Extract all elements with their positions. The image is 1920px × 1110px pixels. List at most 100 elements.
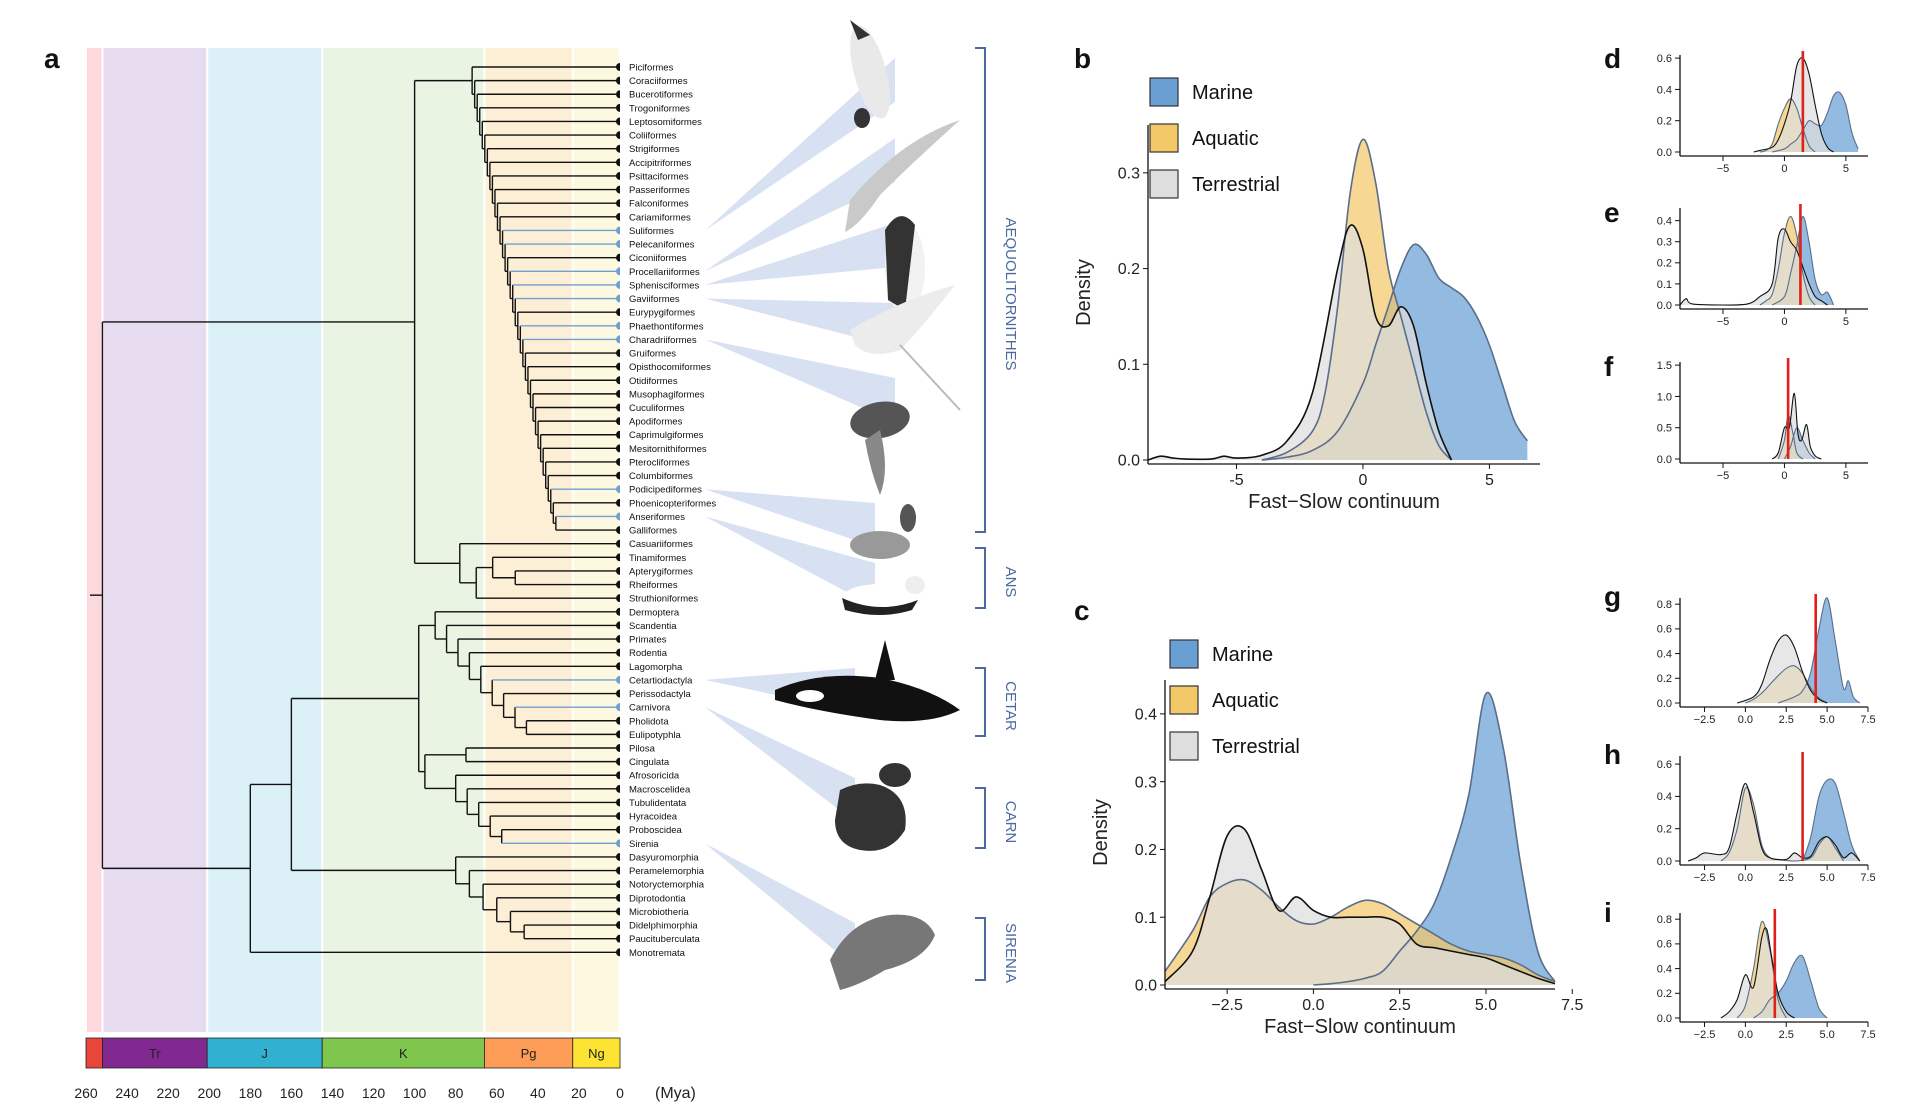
tip-marker xyxy=(616,485,620,494)
y-tick-label: 0.2 xyxy=(1657,116,1672,128)
y-tick-label: 0.8 xyxy=(1657,599,1672,611)
y-tick-label: 0.2 xyxy=(1135,842,1157,859)
gannet-head xyxy=(854,108,870,128)
x-tick-label: 5.0 xyxy=(1819,714,1834,726)
x-tick-label: 5.0 xyxy=(1819,1029,1834,1041)
y-tick-label: 0.1 xyxy=(1657,279,1672,291)
tip-marker xyxy=(616,512,620,521)
x-tick-label: 0.0 xyxy=(1738,1029,1753,1041)
period-label: Ng xyxy=(588,1046,605,1061)
clade-bracket xyxy=(975,917,986,981)
tip-marker xyxy=(616,825,620,834)
x-tick-label: 0 xyxy=(1781,163,1787,175)
chart-f: −5 0 5 0.0 0.5 1.0 1.5 xyxy=(1657,358,1868,482)
period-band-J xyxy=(208,48,322,1032)
tip-marker xyxy=(616,240,620,249)
tip-marker xyxy=(616,744,620,752)
tip-label: Cetartiodactyla xyxy=(629,675,693,686)
tip-marker xyxy=(616,131,620,140)
tip-marker xyxy=(616,703,620,712)
highlight-fan xyxy=(705,298,895,347)
tip-label: Leptosomiformes xyxy=(629,117,702,128)
tip-label: Tubulidentata xyxy=(629,798,687,809)
tip-label: Otidiformes xyxy=(629,376,678,387)
x-tick-label: 2.5 xyxy=(1779,1029,1794,1041)
period-box-Ng xyxy=(572,1037,621,1069)
tip-label: Strigiformes xyxy=(629,144,680,155)
highlight-fan xyxy=(705,223,895,285)
density-line-terrestrial xyxy=(1753,57,1834,153)
tip-label: Tinamiformes xyxy=(629,553,686,564)
tip-marker xyxy=(616,784,620,793)
tip-marker xyxy=(616,471,620,480)
density-line-marine xyxy=(1753,954,1828,1019)
x-tick-label: 7.5 xyxy=(1860,1029,1875,1041)
tip-marker xyxy=(616,335,620,344)
density-line-terrestrial xyxy=(1737,634,1828,704)
tip-marker xyxy=(616,389,620,398)
tip-marker xyxy=(616,526,620,535)
density-line-terrestrial xyxy=(1679,228,1828,306)
tip-label: Peramelemorphia xyxy=(629,866,705,877)
tip-label: Falconiformes xyxy=(629,199,689,210)
chart-e: −5 0 5 0.0 0.1 0.2 0.3 0.4 xyxy=(1657,204,1868,328)
gannet-silhouette xyxy=(850,25,890,119)
legend-label-marine: Marine xyxy=(1212,644,1273,666)
tip-label: Sirenia xyxy=(629,839,659,850)
tip-label: Gaviiformes xyxy=(629,294,680,305)
density-marine xyxy=(1313,692,1555,985)
y-tick-label: 0.4 xyxy=(1657,963,1672,975)
clade-label: AEQUOLITORNITHES xyxy=(1002,217,1019,370)
animal-silhouettes xyxy=(705,20,961,990)
highlight-fan xyxy=(705,339,895,422)
tip-marker xyxy=(616,635,620,644)
density-line-aquatic xyxy=(1164,878,1556,983)
y-tick-label: 0.0 xyxy=(1135,978,1157,995)
tip-marker xyxy=(616,812,620,821)
y-tick-label: 0.8 xyxy=(1657,914,1672,926)
eider-head xyxy=(905,576,925,594)
y-axis-label: Density xyxy=(1073,259,1095,326)
y-tick-label: 0.2 xyxy=(1657,824,1672,836)
tip-marker xyxy=(616,648,620,657)
density-terrestrial xyxy=(1148,224,1452,460)
period-label: K xyxy=(399,1046,408,1061)
tip-label: Ciconiiformes xyxy=(629,253,687,264)
tip-label: Suliformes xyxy=(629,226,674,237)
chart-d: −5 0 5 0.0 0.2 0.4 0.6 xyxy=(1657,51,1868,175)
tip-label: Accipitriformes xyxy=(629,158,692,169)
y-tick-label: 0.1 xyxy=(1118,357,1140,374)
tip-label: Podicipediformes xyxy=(629,485,702,496)
x-tick-label: 0.0 xyxy=(1738,714,1753,726)
tip-label: Columbiformes xyxy=(629,471,693,482)
tip-marker xyxy=(616,594,620,603)
tip-label: Cuculiformes xyxy=(629,403,685,414)
tip-marker xyxy=(616,444,620,453)
x-tick-label: −2.5 xyxy=(1694,1029,1716,1041)
tip-marker xyxy=(616,757,620,766)
tip-marker xyxy=(616,158,620,167)
y-tick-label: 0.3 xyxy=(1118,165,1140,182)
tip-marker xyxy=(616,689,620,698)
tip-marker xyxy=(616,907,620,916)
tip-label: Caprimulgiformes xyxy=(629,430,704,441)
tip-label: Primates xyxy=(629,635,667,646)
clade-label: SIRENIA xyxy=(1002,923,1019,983)
y-tick-label: 0.6 xyxy=(1657,53,1672,65)
tip-label: Eurypygiformes xyxy=(629,308,695,319)
time-tick-label: 220 xyxy=(156,1085,180,1101)
highlight-fan xyxy=(705,516,875,607)
density-terrestrial xyxy=(1753,57,1834,152)
tip-label: Psittaciformes xyxy=(629,171,689,182)
tip-marker xyxy=(616,798,620,807)
tip-label: Bucerotiformes xyxy=(629,90,693,101)
tip-marker xyxy=(616,662,620,671)
time-tick-label: 140 xyxy=(321,1085,345,1101)
tip-marker xyxy=(616,852,620,861)
chart-i: −2.5 0.0 2.5 5.0 7.5 0.0 0.2 0.4 0.6 0.8 xyxy=(1657,909,1876,1041)
tip-label: Pterocliformes xyxy=(629,457,690,468)
tip-label: Charadriiformes xyxy=(629,335,697,346)
y-tick-label: 0.4 xyxy=(1657,648,1672,660)
x-tick-label: 0 xyxy=(1781,316,1787,328)
